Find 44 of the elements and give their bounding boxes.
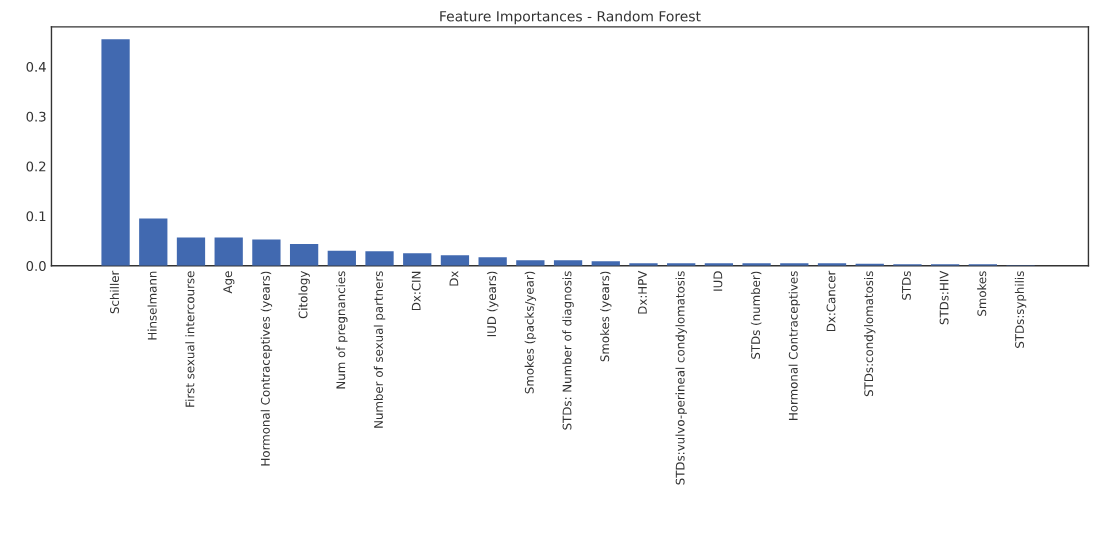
bar (176, 237, 206, 266)
x-tick-label: Schiller (109, 270, 119, 314)
x-tick-label: IUD (years) (486, 271, 499, 337)
x-tick-label: STDs:condylomatosis (864, 271, 876, 397)
x-tick-label: Hormonal Contraceptives (788, 271, 801, 420)
bar (403, 253, 432, 266)
bar (365, 251, 394, 266)
y-tick-label: 0.2 (26, 161, 46, 172)
x-tick-label: STDs (number) (750, 271, 762, 359)
x-tick-label: Number of sexual partners (373, 271, 386, 428)
x-tick-label: IUD (713, 271, 723, 291)
y-tick-label: 0.1 (26, 211, 46, 222)
bar (327, 250, 356, 266)
x-tick-label: Num of pregnancies (336, 271, 348, 389)
x-tick-label: Citology (298, 271, 310, 319)
bar (440, 255, 470, 266)
x-tick-label: STDs:syphilis (1014, 271, 1027, 348)
x-tick-label: STDs (901, 271, 911, 300)
x-tick-label: Age (223, 271, 235, 294)
x-tick-label: STDs:vulvo-perineal condylomatosis (675, 271, 687, 485)
bar (214, 237, 243, 266)
bar (516, 260, 545, 266)
bar (101, 39, 130, 266)
bar (252, 239, 281, 266)
x-tick-label: First sexual intercourse (185, 271, 195, 407)
x-tick-label: Dx:HPV (638, 270, 647, 314)
x-tick-label: Dx:Cancer (826, 270, 836, 332)
x-tick-label: Hinselmann (147, 271, 157, 340)
bar (478, 257, 507, 266)
x-tick-label: Smokes (977, 271, 987, 316)
x-tick-label: Smokes (years) (600, 271, 612, 362)
x-tick-label: STDs: Number of diagnosis (562, 271, 574, 430)
y-tick-label: 0.3 (26, 111, 46, 122)
y-tick-label: 0.0 (26, 261, 46, 271)
bar (553, 260, 583, 266)
x-tick-label: Dx (449, 271, 459, 286)
x-tick-label: STDs:HIV (939, 270, 949, 325)
bar (289, 243, 319, 266)
y-tick-label: 0.4 (26, 61, 46, 72)
x-tick-label: Dx:CIN (411, 271, 421, 311)
chart-title: Feature Importances - Random Forest (440, 10, 701, 25)
x-tick-label: Hormonal Contraceptives (years) (260, 271, 273, 466)
x-tick-label: Smokes (packs/year) (524, 271, 537, 394)
bar (139, 218, 168, 266)
